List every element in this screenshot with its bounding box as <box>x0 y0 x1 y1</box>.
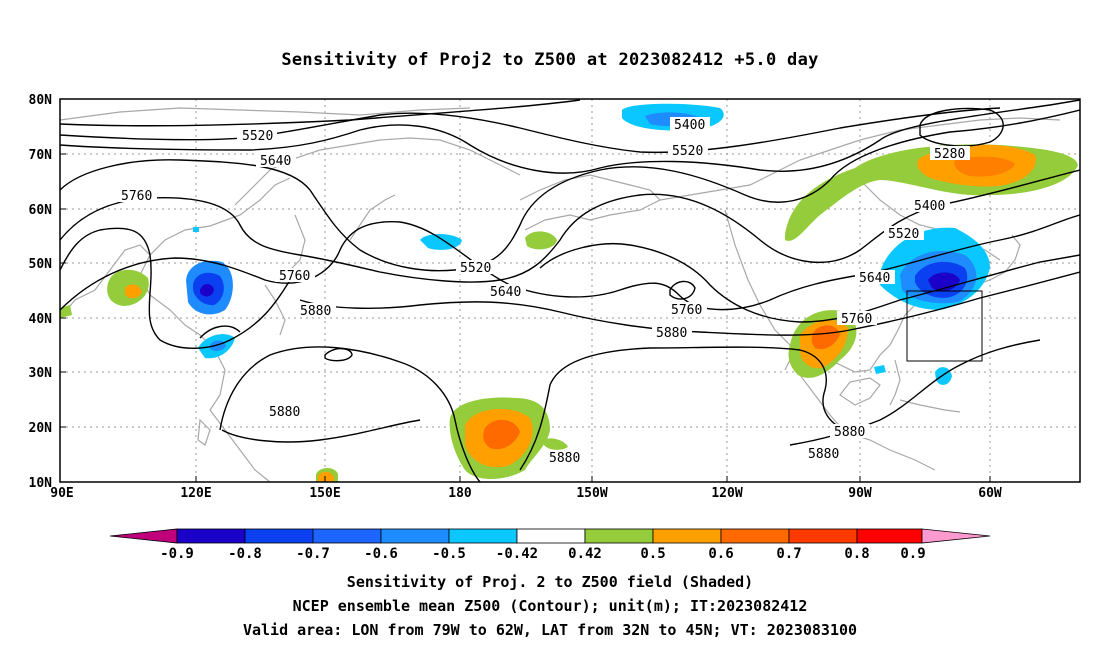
colorbar-swatch <box>176 528 246 544</box>
lon-label: 180 <box>448 486 472 501</box>
shading-orange <box>125 144 1036 482</box>
contour-label: 5880 <box>834 425 865 440</box>
colorbar-swatch <box>312 528 382 544</box>
colorbar-swatch <box>856 528 923 544</box>
valid-area-box <box>906 290 983 362</box>
lat-label: 20N <box>29 421 53 436</box>
page-title: Sensitivity of Proj2 to Z500 at 20230824… <box>281 50 819 70</box>
contour-label: 5400 <box>674 118 705 133</box>
colorbar-label: 0.5 <box>640 546 665 562</box>
lat-label: 30N <box>29 366 53 381</box>
colorbar-label: 0.6 <box>708 546 733 562</box>
contour-label: 5880 <box>549 451 580 466</box>
colorbar-swatch <box>788 528 858 544</box>
colorbar-swatch <box>516 528 586 544</box>
contour-label: 5400 <box>914 199 945 214</box>
contour-label: 5760 <box>841 312 872 327</box>
lon-label: 60W <box>978 486 1002 501</box>
map-border <box>59 98 1081 483</box>
lat-label: 70N <box>29 148 53 163</box>
colorbar <box>109 528 991 544</box>
colorbar-swatch <box>448 528 518 544</box>
contour-label: 5280 <box>934 147 965 162</box>
contour-label: 5880 <box>300 304 331 319</box>
colorbar-label: -0.5 <box>432 546 466 562</box>
lon-label: 150W <box>576 486 607 501</box>
lon-label: 150E <box>309 486 340 501</box>
gridlines <box>60 99 1080 482</box>
colorbar-swatch <box>652 528 722 544</box>
contour-label: 5520 <box>888 227 919 242</box>
lon-label: 120E <box>180 486 211 501</box>
colorbar-label: -0.6 <box>364 546 398 562</box>
caption-line-2: NCEP ensemble mean Z500 (Contour); unit(… <box>292 597 808 615</box>
lon-label: 90W <box>848 486 872 501</box>
colorbar-label: 0.7 <box>776 546 801 562</box>
map-content <box>60 99 1080 482</box>
contour-label: 5640 <box>490 285 521 300</box>
contour-label: 5640 <box>859 271 890 286</box>
caption-line-3: Valid area: LON from 79W to 62W, LAT fro… <box>242 621 858 639</box>
lon-label: 90E <box>50 486 73 501</box>
contour-label: 5880 <box>808 447 839 462</box>
caption-line-1: Sensitivity of Proj. 2 to Z500 field (Sh… <box>346 573 754 591</box>
lat-label: 80N <box>29 93 53 108</box>
colorbar-label: 0.42 <box>568 546 602 562</box>
colorbar-label: 0.8 <box>844 546 869 562</box>
colorbar-right-triangle <box>921 528 991 544</box>
contour-label: 5760 <box>671 303 702 318</box>
coastlines <box>60 107 1061 482</box>
lon-labels: 90E 120E 150E 180 150W 120W 90W 60W <box>50 486 1002 501</box>
lon-label: 120W <box>711 486 742 501</box>
colorbar-label: -0.42 <box>496 546 538 562</box>
contour-label: 5760 <box>279 269 310 284</box>
lat-label: 50N <box>29 257 53 272</box>
lat-label: 10N <box>29 476 53 491</box>
contour-label: 5520 <box>242 129 273 144</box>
colorbar-label: -0.9 <box>160 546 194 562</box>
lat-label: 40N <box>29 312 53 327</box>
axis-ticks <box>60 98 991 482</box>
colorbar-label: 0.9 <box>900 546 925 562</box>
contour-label: 5520 <box>672 144 703 159</box>
contour-label: 5640 <box>260 154 291 169</box>
colorbar-swatch <box>584 528 654 544</box>
contour-label: 5880 <box>269 405 300 420</box>
colorbar-swatch <box>380 528 450 544</box>
lat-label: 60N <box>29 203 53 218</box>
colorbar-left-triangle <box>109 528 178 544</box>
contour-labels: 5520 5640 5760 5760 5880 5880 5400 5520 … <box>117 117 970 466</box>
contour-label: 5760 <box>121 189 152 204</box>
colorbar-labels: -0.9 -0.8 -0.7 -0.6 -0.5 -0.42 0.42 0.5 … <box>160 546 926 562</box>
colorbar-swatch <box>244 528 314 544</box>
lat-labels: 80N 70N 60N 50N 40N 30N 20N 10N <box>29 93 53 491</box>
colorbar-label: -0.7 <box>296 546 330 562</box>
contour-label: 5520 <box>460 261 491 276</box>
colorbar-label: -0.8 <box>228 546 262 562</box>
colorbar-swatch <box>720 528 790 544</box>
contour-label: 5880 <box>656 326 687 341</box>
